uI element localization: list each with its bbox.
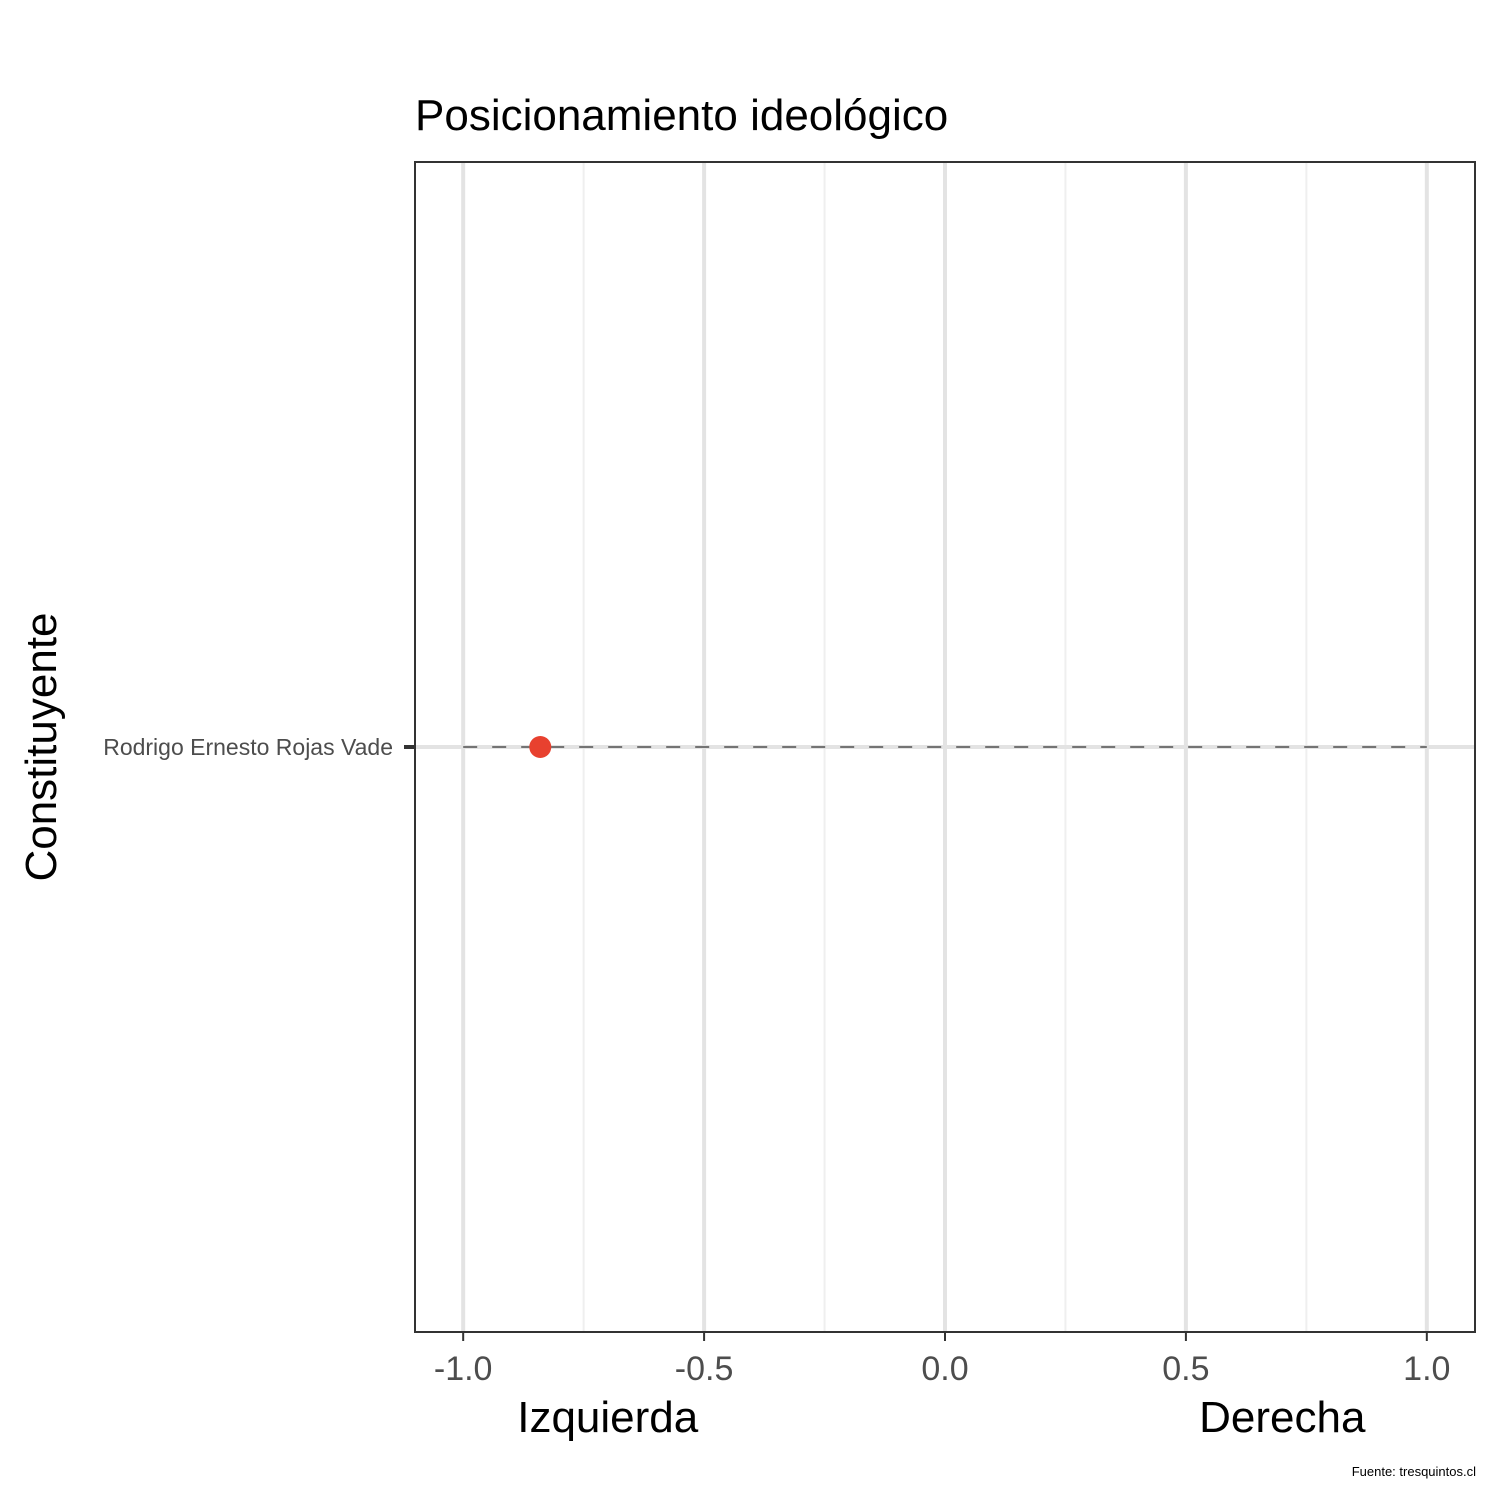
x-pole-label: Izquierda — [517, 1393, 699, 1442]
x-tick-label: 1.0 — [1403, 1350, 1450, 1388]
x-pole-label: Derecha — [1199, 1393, 1366, 1442]
x-tick-label: -1.0 — [434, 1350, 493, 1388]
x-tick-label: 0.5 — [1162, 1350, 1209, 1388]
data-point — [529, 736, 552, 758]
y-axis-label: Constituyente — [17, 612, 66, 881]
chart-title: Posicionamiento ideológico — [415, 91, 948, 140]
chart-caption: Fuente: tresquintos.cl — [1352, 1464, 1476, 1479]
x-tick-label: 0.0 — [921, 1350, 968, 1388]
axis-layer: -1.0 -0.5 0.0 0.5 1.0 Izquierda Derecha Rodrigo… — [103, 734, 1450, 1442]
y-tick-label: Rodrigo Ernesto Rojas Vade — [103, 734, 393, 760]
data-layer — [463, 736, 1427, 758]
x-tick-label: -0.5 — [675, 1350, 734, 1388]
